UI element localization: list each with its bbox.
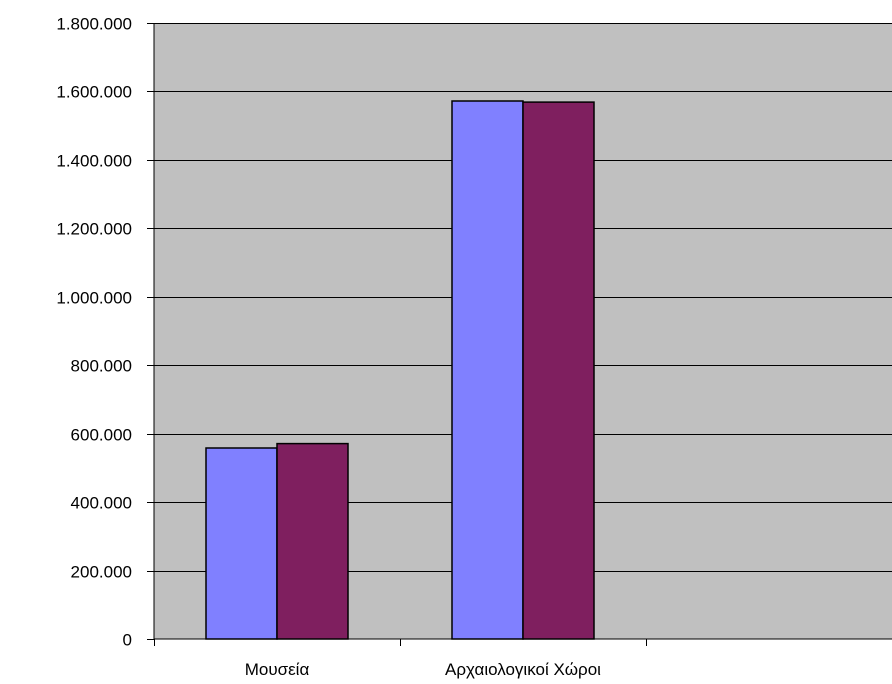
x-tick-label: Αρχαιολογικοί Χώροι [445, 660, 601, 679]
y-tick-label: 1.200.000 [56, 220, 132, 239]
bar [522, 101, 595, 640]
bar [276, 442, 349, 640]
y-tick-label: 1.600.000 [56, 83, 132, 102]
y-tick-label: 400.000 [71, 494, 132, 513]
y-tick-label: 1.400.000 [56, 152, 132, 171]
y-tick-label: 200.000 [71, 563, 132, 582]
x-axis-tick-labels: Μουσεία Αρχαιολογικοί Χώροι [245, 660, 601, 679]
y-tick-label: 1.800.000 [56, 15, 132, 34]
y-axis-ticks [147, 23, 154, 640]
bar [205, 447, 278, 640]
y-axis-tick-labels: 0 200.000 400.000 600.000 800.000 1.000.000 1.… [56, 15, 132, 650]
y-tick-label: 0 [123, 631, 132, 650]
x-axis-ticks [154, 639, 647, 646]
y-tick-label: 600.000 [71, 426, 132, 445]
y-tick-label: 1.000.000 [56, 289, 132, 308]
bars [205, 100, 595, 640]
bar [451, 100, 524, 640]
y-tick-label: 800.000 [71, 357, 132, 376]
x-tick-label: Μουσεία [245, 660, 310, 679]
